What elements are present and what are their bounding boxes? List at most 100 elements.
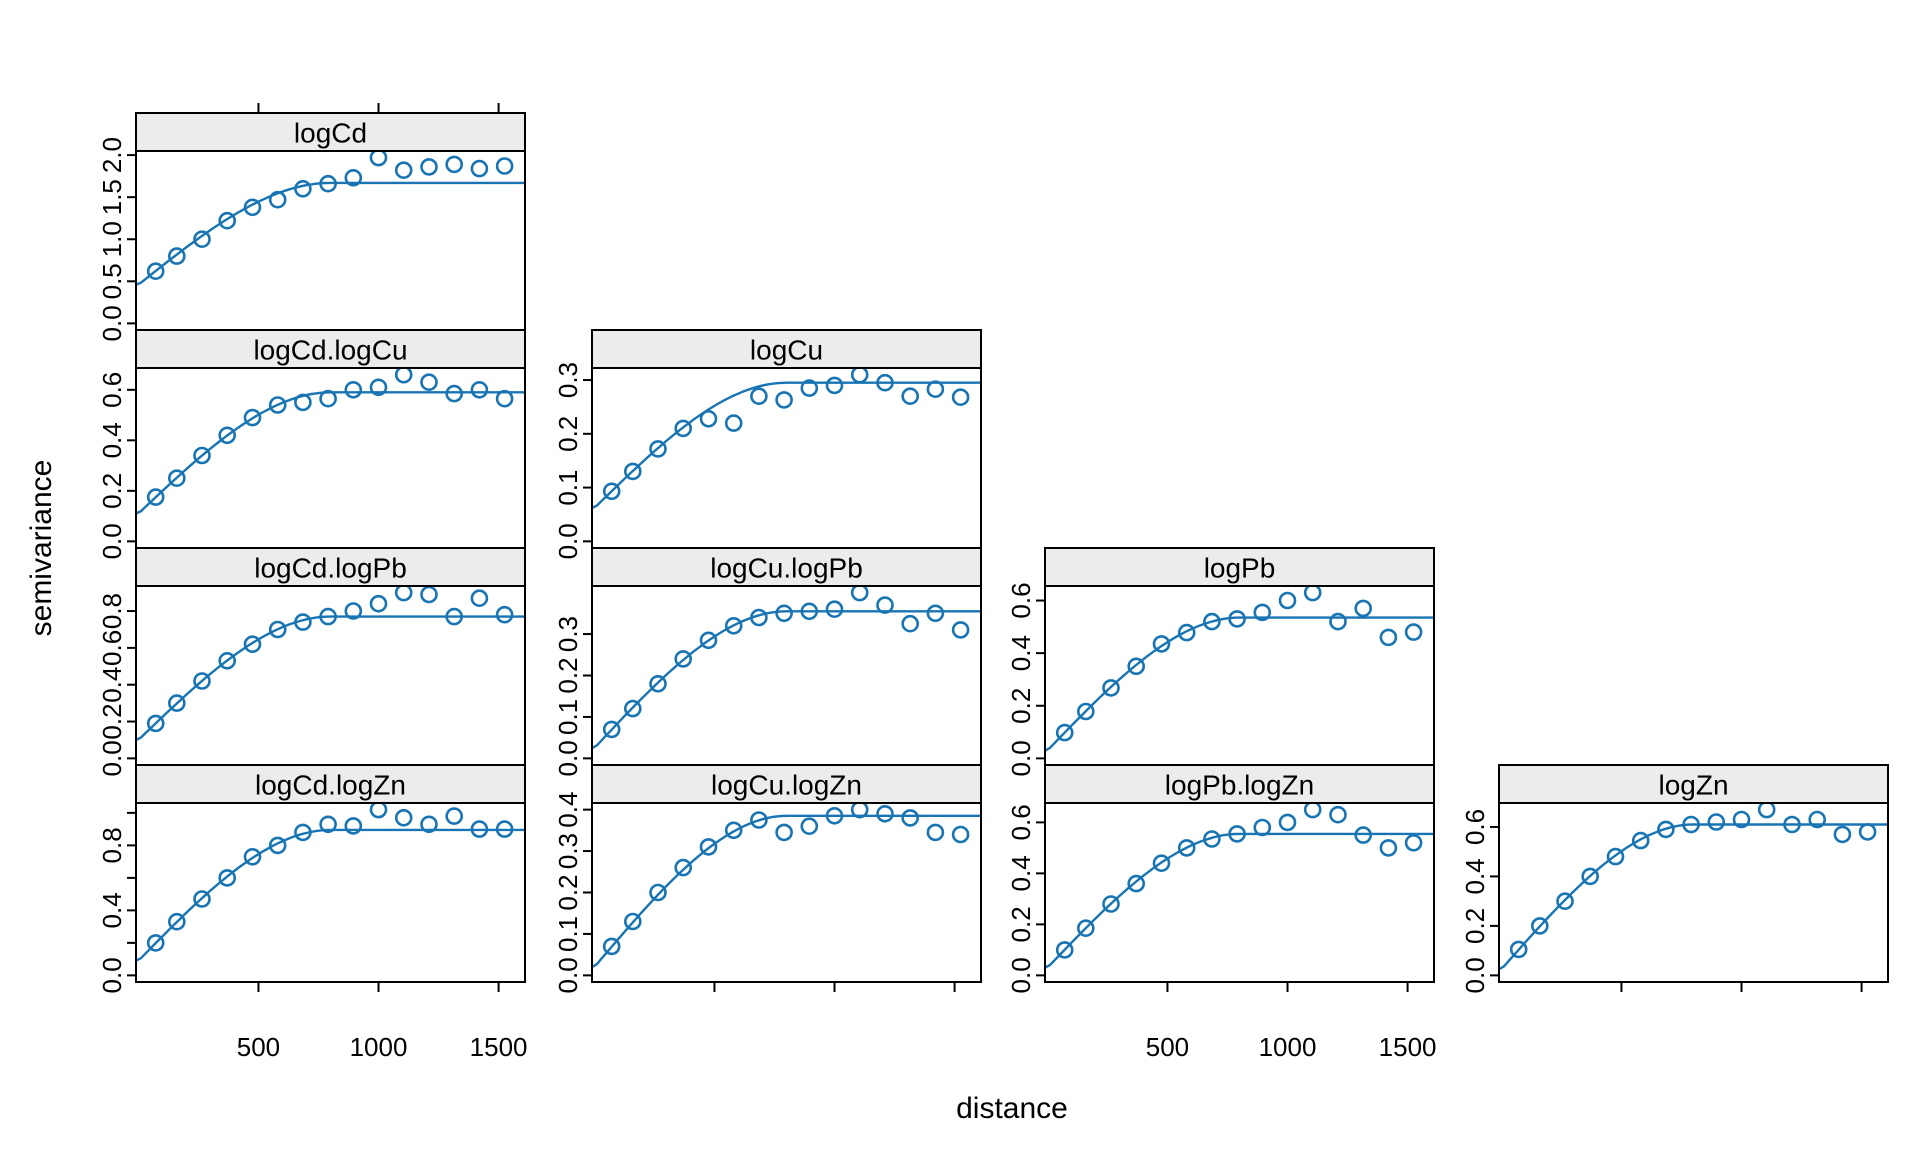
strip-label: logCu.logZn (711, 770, 862, 801)
data-point (168, 247, 186, 265)
x-tick-label: 500 (1146, 1032, 1189, 1062)
data-point (193, 890, 211, 908)
data-point (369, 594, 388, 613)
data-point (901, 809, 920, 827)
data-point (344, 380, 363, 399)
data-point (1707, 813, 1726, 831)
data-point (775, 604, 793, 623)
y-tick-label: 0.6 (97, 630, 127, 666)
data-point (901, 614, 920, 633)
data-point (1127, 874, 1145, 893)
data-point (495, 605, 514, 624)
panel-content (137, 369, 524, 515)
panel-content (1500, 804, 1887, 971)
strip-label: logPb (1204, 553, 1276, 584)
data-point (1783, 815, 1801, 834)
panel-content (1046, 804, 1433, 969)
data-point (1253, 603, 1272, 622)
panel-content (593, 804, 980, 968)
data-point (294, 613, 312, 631)
x-tick-label: 500 (237, 1032, 280, 1062)
strip-logPb (1044, 547, 1435, 587)
panel-logPb.logZn: logPb.logZn 0.0 0.2 0.4 0.6 500 1000 1500 (1006, 764, 1437, 1062)
data-point (1278, 591, 1297, 610)
data-point (495, 157, 514, 175)
data-point (268, 836, 287, 855)
y-tick-label: 0.8 (97, 827, 127, 863)
x-tick-label: 1000 (1259, 1032, 1317, 1062)
data-point (218, 211, 236, 230)
data-point (876, 804, 894, 823)
panel-box (1044, 585, 1435, 766)
data-point (724, 414, 743, 432)
panel-logCu.logZn: logCu.logZn 0.0 0.1 0.2 0.3 0.4 (553, 764, 982, 993)
y-tick-label: 1.0 (97, 221, 127, 257)
y-tick-label: 0.2 (553, 657, 583, 693)
y-tick-label: 0.2 (553, 416, 583, 452)
model-curve (1046, 832, 1433, 969)
y-tick-label: 0.2 (1460, 908, 1490, 944)
data-point (825, 600, 844, 619)
data-point (623, 462, 642, 481)
data-point (602, 720, 621, 739)
data-point (1253, 818, 1272, 837)
y-tick-label: 0.4 (1006, 635, 1036, 671)
strip-logCd.logPb (135, 547, 526, 587)
y-tick-label: 0.6 (1006, 582, 1036, 618)
y-tick-label: 0.1 (553, 469, 583, 505)
data-point (420, 158, 438, 176)
panel-box (591, 585, 982, 766)
data-point (649, 883, 667, 902)
panel-logPb: logPb 0.0 0.2 0.4 0.6 (1006, 547, 1435, 776)
data-point (1509, 940, 1528, 959)
data-point (775, 391, 793, 409)
data-point (850, 587, 869, 602)
data-point (1102, 895, 1120, 913)
panel-content (1046, 587, 1433, 752)
data-point (243, 198, 262, 217)
y-tick-label: 0.0 (97, 523, 127, 559)
data-point (649, 440, 667, 458)
strip-logZn (1498, 764, 1889, 804)
panel-content (593, 369, 980, 509)
y-tick-label: 0.4 (1460, 858, 1490, 894)
data-point (1152, 635, 1171, 653)
y-tick-label: 0.3 (553, 362, 583, 398)
data-point (699, 838, 718, 856)
y-tick-label: 0.6 (1006, 804, 1036, 840)
panel-box (135, 150, 526, 331)
y-tick-label: 2.0 (97, 137, 127, 173)
data-point (193, 230, 211, 248)
panel-content (593, 587, 980, 749)
data-point (800, 817, 819, 836)
data-point (193, 672, 211, 690)
data-point (1102, 679, 1120, 697)
data-point (420, 815, 438, 834)
y-tick-label: 0.3 (553, 616, 583, 652)
y-tick-label: 0.2 (97, 703, 127, 739)
strip-label: logCd.logZn (255, 770, 406, 801)
data-point (268, 620, 287, 639)
model-curve (137, 828, 524, 962)
data-point (1404, 833, 1423, 852)
y-tick-label: 0.0 (97, 957, 127, 993)
panel-logCd.logPb: logCd.logPb 0.00.20.40.60.8 (97, 547, 526, 776)
data-point (926, 604, 945, 623)
y-tick-label: 0.1 (553, 916, 583, 952)
strip-label: logCd.logCu (253, 335, 407, 366)
data-point (1379, 839, 1398, 857)
panel-box (1498, 802, 1889, 983)
y-tick-label: 0.6 (97, 372, 127, 408)
y-tick-label: 0.0 (553, 740, 583, 776)
panel-box (591, 367, 982, 549)
data-point (146, 714, 165, 733)
y-tick-label: 0.4 (97, 892, 127, 928)
y-tick-label: 0.0 (97, 740, 127, 776)
y-tick-label: 0.5 (97, 263, 127, 299)
data-point (420, 587, 438, 604)
data-point (1631, 831, 1650, 850)
data-point (699, 631, 718, 650)
data-point (1354, 826, 1372, 844)
y-tick-label: 0.2 (1006, 906, 1036, 942)
